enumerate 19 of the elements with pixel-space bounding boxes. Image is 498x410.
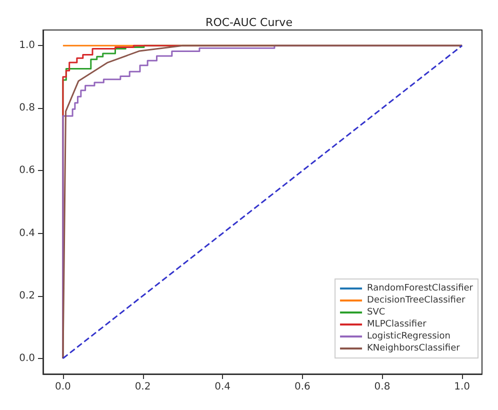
x-tick-label: 0.0: [55, 382, 71, 392]
y-tick-label: 0.4: [19, 228, 35, 239]
x-tick-label: 1.0: [454, 382, 470, 392]
legend-label: RandomForestClassifier: [367, 284, 474, 294]
y-tick-label: 0.0: [19, 352, 35, 364]
y-tick-label: 1.0: [19, 40, 35, 52]
x-tick-label: 0.4: [214, 382, 231, 392]
chart-title: ROC-AUC Curve: [206, 16, 293, 29]
y-tick-label: 0.6: [19, 165, 35, 176]
legend-label: MLPClassifier: [367, 320, 427, 330]
legend-label: KNeighborsClassifier: [367, 344, 460, 354]
y-tick-label: 0.8: [19, 102, 35, 114]
x-tick-label: 0.6: [294, 382, 310, 392]
legend-label: DecisionTreeClassifier: [367, 296, 466, 306]
x-tick-label: 0.8: [374, 382, 390, 392]
y-tick-label: 0.2: [19, 290, 35, 302]
legend-label: SVC: [367, 308, 386, 318]
legend-label: LogisticRegression: [367, 332, 451, 342]
x-tick-label: 0.2: [134, 382, 151, 392]
